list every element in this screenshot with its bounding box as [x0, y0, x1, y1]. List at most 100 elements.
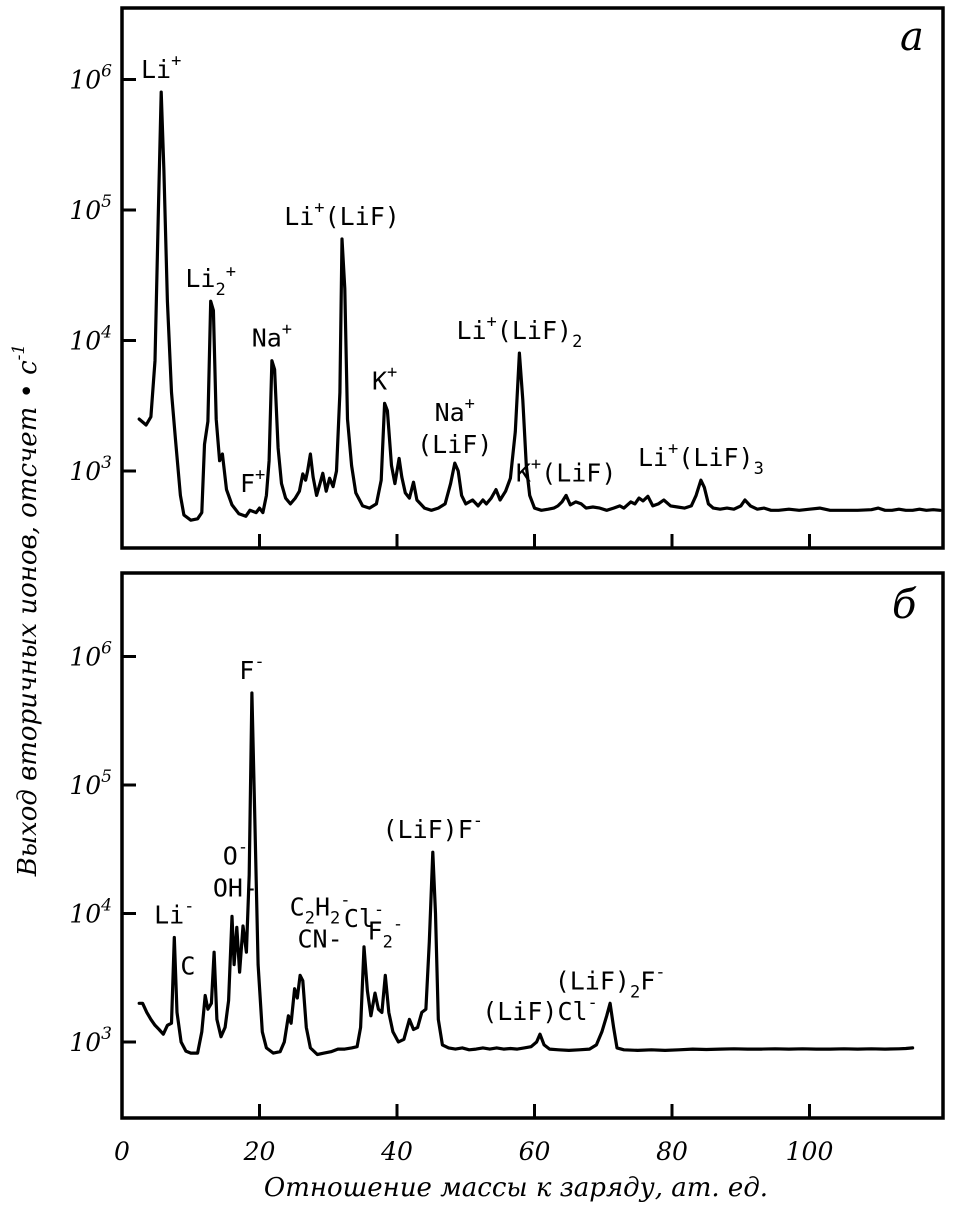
- panel-b-x-ticks: [120, 1104, 811, 1118]
- peak-label: Li-​: [154, 897, 194, 930]
- peak-label-part: K: [516, 458, 531, 487]
- peak-label-part: (LiF): [325, 202, 400, 231]
- y-axis-title-exponent: -1: [9, 344, 29, 361]
- peak-label-line2: CN-: [297, 924, 342, 953]
- peak-label-part: +: [171, 51, 181, 71]
- y-axis-title-text: Выход вторичных ионов, отсчет • c: [13, 360, 43, 877]
- x-axis-title: Отношение массы к заряду, ат. ед.: [264, 1173, 768, 1203]
- x-tick-label: 40: [380, 1137, 413, 1166]
- x-tick-label: 20: [243, 1137, 276, 1166]
- peak-label-part: 2: [330, 908, 340, 928]
- y-tick-base: 10: [69, 643, 101, 672]
- y-tick-base: 10: [69, 66, 101, 95]
- peak-label: Li+​(LiF)2: [456, 312, 582, 352]
- y-tick-base: 10: [69, 900, 101, 929]
- y-tick-exponent: 4: [100, 323, 112, 343]
- y-tick-exponent: 5: [101, 767, 112, 787]
- peak-label-part: +: [255, 465, 265, 485]
- peak-label-part: C: [180, 952, 195, 981]
- y-tick-base: 10: [69, 327, 101, 356]
- y-tick-base: 10: [69, 1028, 101, 1057]
- peak-label-part: +: [465, 394, 475, 414]
- peak-label-part: 2: [305, 908, 315, 928]
- peak-label: F2-​: [368, 914, 404, 952]
- peak-label: K+​: [372, 362, 397, 395]
- peak-label: Li2+​: [185, 262, 236, 300]
- peak-label: O-​: [223, 837, 248, 870]
- peak-label-part: +: [282, 320, 292, 340]
- peak-label-part: (LiF): [678, 443, 753, 472]
- peak-label-part: -: [655, 962, 665, 982]
- peak-label-part: +: [531, 454, 541, 474]
- peak-label-part: -: [473, 811, 483, 831]
- y-tick-base: 10: [69, 771, 101, 800]
- x-tick-labels: 0 20 40 60 80 100: [114, 1137, 833, 1166]
- peak-label: (LiF)F-​: [382, 811, 483, 844]
- y-tick-label: 103: [69, 453, 112, 486]
- peak-label-part: Li: [154, 901, 184, 930]
- peak-label-part: (LiF)Cl: [482, 997, 587, 1026]
- y-axis-title: Выход вторичных ионов, отсчет • c-1: [9, 344, 43, 878]
- peak-label-part: C: [290, 892, 305, 921]
- panel-b-letter: б: [892, 582, 917, 628]
- peak-label-part: -: [588, 993, 598, 1013]
- peak-label-part: 3: [754, 459, 764, 479]
- peak-label: Na+​: [435, 394, 475, 427]
- y-tick-exponent: 6: [101, 62, 112, 82]
- peak-label-part: F: [640, 966, 655, 995]
- peak-label-part: 2: [572, 332, 582, 352]
- peak-label-part: +: [387, 362, 397, 382]
- peak-label-part: O: [223, 841, 238, 870]
- peak-label: (LiF)2​F-​: [555, 962, 666, 1002]
- y-tick-exponent: 4: [100, 896, 112, 916]
- x-tick-label: 100: [786, 1137, 834, 1166]
- peak-label: Cl-​: [344, 900, 384, 933]
- peak-label-part: Li: [638, 443, 668, 472]
- y-tick-label: 105: [69, 767, 112, 800]
- peak-label-part: +: [314, 198, 324, 218]
- x-tick-label: 0: [114, 1137, 130, 1166]
- peak-label-part: +: [668, 439, 678, 459]
- panel-b-peak-labels: Li-​CO-​OH-F-​C2​H2-​CN-Cl-​F2-​(LiF)F-​…: [154, 652, 665, 1026]
- peak-label-part: 2: [383, 932, 393, 952]
- panel-b-spectrum-line: [137, 691, 915, 1057]
- peak-label-part: Li: [141, 55, 171, 84]
- peak-label-line2: OH-: [213, 873, 258, 902]
- peak-label: Li+​: [141, 51, 181, 84]
- peak-label-part: 2: [215, 280, 225, 300]
- panel-b-frame: [120, 571, 945, 1120]
- y-tick-exponent: 3: [101, 453, 112, 473]
- y-tick-base: 10: [69, 196, 101, 225]
- panel-a-peak-labels: Li+​Li2+​Na+​F+​Li+​(LiF)K+​Na+​(LiF)Li+…: [141, 51, 764, 498]
- peak-label: K+​(LiF): [516, 454, 617, 487]
- y-tick-label: 104: [69, 323, 112, 356]
- x-tick-label: 80: [656, 1137, 688, 1166]
- peak-label: F-​: [239, 652, 264, 685]
- peak-label-part: -: [393, 914, 403, 934]
- peak-label-part: Li: [185, 264, 215, 293]
- peak-label-part: (LiF): [497, 316, 572, 345]
- y-tick-label: 105: [69, 192, 112, 225]
- peak-label-part: -: [340, 890, 350, 910]
- peak-label-part: H: [315, 892, 330, 921]
- peak-label-part: -: [254, 652, 264, 672]
- peak-label-part: Li: [456, 316, 486, 345]
- peak-label-part: K: [372, 366, 387, 395]
- peak-label-line2: (LiF): [417, 430, 492, 459]
- peak-label: Li+​(LiF): [284, 198, 400, 231]
- peak-label-part: F: [240, 469, 255, 498]
- peak-label-part: 2: [630, 982, 640, 1002]
- y-tick-label: 103: [69, 1024, 112, 1057]
- x-tick-label: 60: [519, 1137, 551, 1166]
- peak-label-part: Li: [284, 202, 314, 231]
- y-tick-exponent: 3: [101, 1024, 112, 1044]
- peak-label-part: -: [184, 897, 194, 917]
- panel-a-x-ticks: [120, 534, 811, 548]
- peak-label: F+​: [240, 465, 265, 498]
- y-tick-label: 106: [69, 62, 112, 95]
- peak-label: C2​H2-​: [290, 890, 351, 928]
